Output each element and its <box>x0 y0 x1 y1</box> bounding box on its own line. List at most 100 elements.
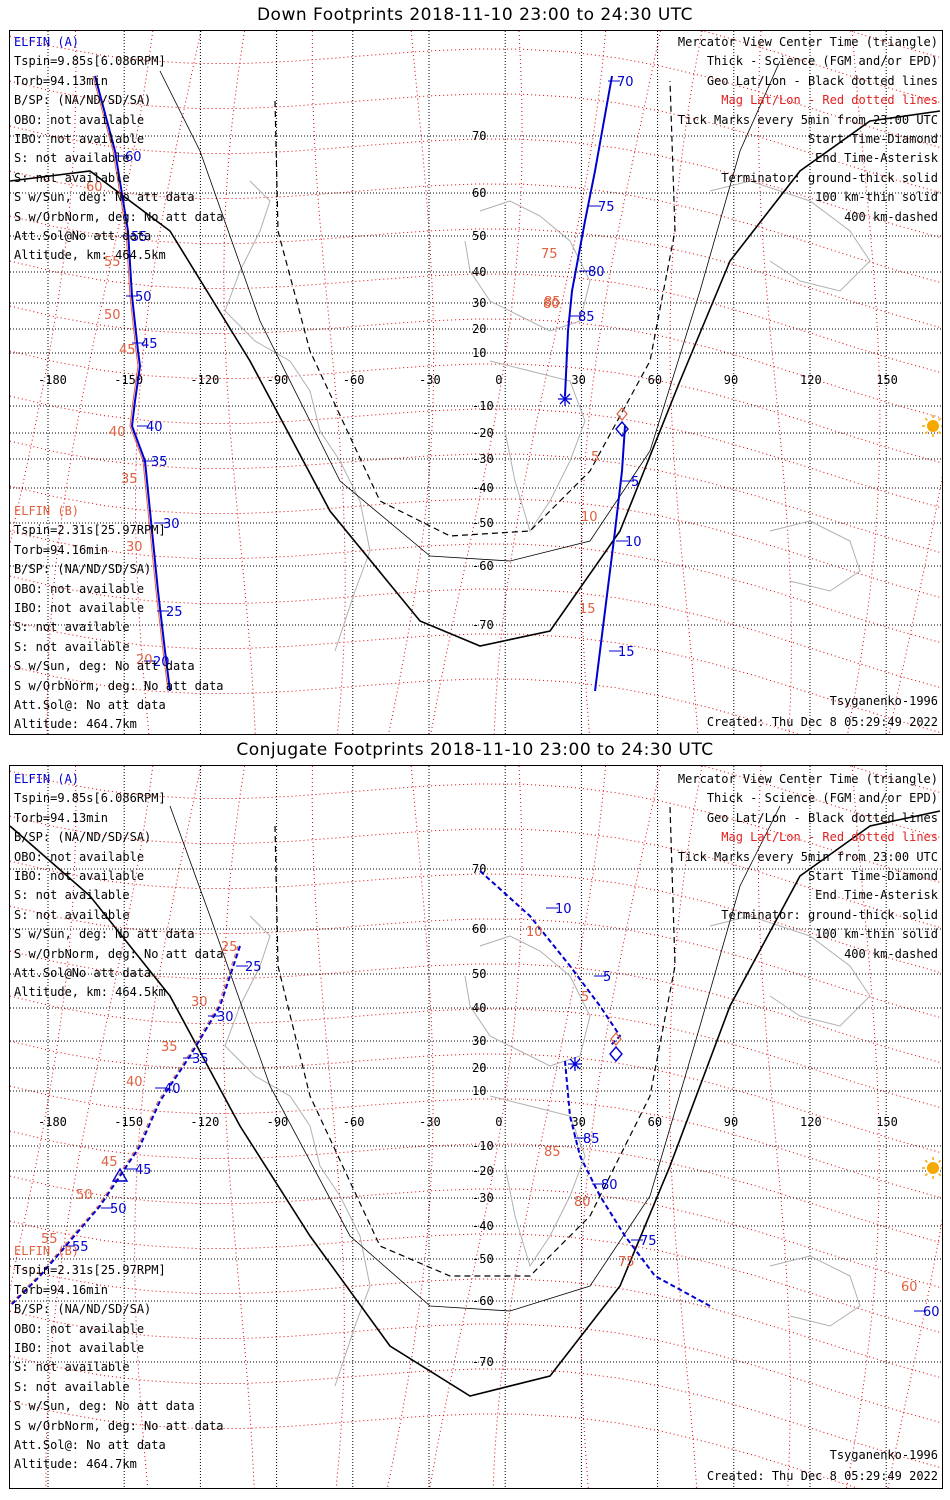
info-line: B/SP: (NA/ND/SD/SA) <box>14 93 152 108</box>
lon-label: 60 <box>648 373 662 387</box>
track-b-tick-label: 70 <box>617 75 634 90</box>
info-line: S: not available <box>14 151 130 166</box>
lon-label: -90 <box>267 1115 289 1129</box>
track-a-tick-label: 20 <box>153 655 170 670</box>
lat-label: -10 <box>472 1139 494 1153</box>
track-b-tick-label: 80 <box>588 265 605 280</box>
lat-label: -20 <box>472 426 494 440</box>
lat-label: 50 <box>472 229 486 243</box>
mag-lat-line <box>10 350 942 464</box>
mag-lon-line <box>311 766 345 1488</box>
elfin-a-track <box>94 75 171 692</box>
mag-lat-line <box>10 260 942 374</box>
track-b-mag-tick-label: 80 <box>543 297 560 312</box>
elfin-b-track <box>479 870 622 1047</box>
info-line: Torb=94.16min <box>14 1282 108 1297</box>
track-a-mag-tick-label: 40 <box>126 1075 143 1090</box>
mag-lon-line <box>847 31 881 734</box>
info-line: S w/OrbNorm, deg: No att data <box>14 209 224 224</box>
mag-lon-line <box>846 766 880 1488</box>
mag-lat-line <box>10 995 942 1109</box>
mag-lat-line <box>10 1085 942 1199</box>
info-line: Tspin=9.85s[6.086RPM] <box>14 791 166 806</box>
info-line: IBO: not available <box>14 868 145 883</box>
info-line: OBO: not available <box>14 581 145 596</box>
lat-label: 10 <box>472 1084 486 1098</box>
coastline <box>709 180 871 292</box>
mag-lon-line <box>430 31 523 734</box>
track-a-tick-label: 30 <box>163 517 180 532</box>
lon-label: -150 <box>114 1115 143 1129</box>
lat-label: 60 <box>472 922 486 936</box>
track-a-tick-label: 50 <box>135 290 152 305</box>
info-line: Tspin=9.85s[6.086RPM] <box>14 54 166 69</box>
info-line: OBO: not available <box>14 1321 145 1336</box>
sun-icon <box>927 1162 939 1174</box>
terminator-400km <box>274 805 676 1277</box>
lat-label: -60 <box>472 1294 494 1308</box>
track-a-tick-label: 35 <box>192 1052 209 1067</box>
lat-label: -50 <box>472 1252 494 1266</box>
info-line: Altitude: 464.7km <box>14 717 137 732</box>
start-diamond-mag-marker <box>610 1032 622 1046</box>
mag-lat-line <box>10 815 942 929</box>
terminator-ground <box>10 110 941 647</box>
track-a-mag-tick-label: 30 <box>126 540 143 555</box>
info-line: B/SP: (NA/ND/SD/SA) <box>14 830 152 845</box>
lat-label: 10 <box>472 346 486 360</box>
sun-ray <box>938 1173 942 1177</box>
info-line: S w/Sun, deg: No att data <box>14 927 195 942</box>
track-b-mag-tick-label: 10 <box>581 510 598 525</box>
legend-line: Terminator: ground-thick solid <box>721 907 938 922</box>
legend-line: Terminator: ground-thick solid <box>721 170 938 185</box>
track-a-mag-tick-label: 50 <box>104 308 121 323</box>
lat-label: -10 <box>472 399 494 413</box>
sun-ray <box>938 1159 942 1163</box>
info-line: B/SP: (NA/ND/SD/SA) <box>14 1302 152 1317</box>
mag-lon-line <box>493 31 607 734</box>
lon-label: -180 <box>38 1115 67 1129</box>
track-a-mag-tick-label: 20 <box>136 653 153 668</box>
coastline <box>464 935 591 1067</box>
track-a-tick-label: 45 <box>135 1163 152 1178</box>
info-line: Altitude, km: 464.5km <box>14 985 166 1000</box>
lon-label: -120 <box>190 373 219 387</box>
track-a-mag-tick-label: 55 <box>104 255 121 270</box>
track-b-mag-tick-label: 10 <box>526 925 543 940</box>
info-line: Tspin=2.31s[25.97RPM] <box>14 1263 166 1278</box>
lat-label: 30 <box>472 296 486 310</box>
mag-lat-line <box>10 905 942 1019</box>
lon-label: -60 <box>343 1115 365 1129</box>
lat-label: 60 <box>472 186 486 200</box>
track-a-tick-label: 55 <box>72 1240 89 1255</box>
mag-lat-line <box>10 665 800 734</box>
mag-lat-line <box>10 1175 942 1289</box>
info-line: S: not available <box>14 888 130 903</box>
elfin-b-info: ELFIN (B) Tspin=2.31s[25.97RPM] Torb=94.… <box>14 502 224 734</box>
track-a-tick-label: 25 <box>245 960 262 975</box>
mag-lat-line <box>10 530 942 644</box>
mag-lon-line <box>222 766 255 1488</box>
mag-lat-line <box>10 1310 942 1424</box>
info-line: S w/Sun, deg: No att data <box>14 659 195 674</box>
info-line: Torb=94.16min <box>14 542 108 557</box>
info-line: IBO: not available <box>14 131 145 146</box>
lat-label: 20 <box>472 322 486 336</box>
mag-lat-line <box>10 305 942 419</box>
info-line: S: not available <box>14 907 130 922</box>
mag-lon-line <box>388 31 435 734</box>
info-line: IBO: not available <box>14 600 145 615</box>
mag-lon-line <box>387 766 434 1488</box>
legend-line: Thick - Science (FGM and/or EPD) <box>706 54 938 69</box>
track-a-mag-tick-label: 45 <box>101 1155 118 1170</box>
info-line: S w/Sun, deg: No att data <box>14 1399 195 1414</box>
track-a-tick-label: 55 <box>131 230 148 245</box>
elfin-b-track <box>564 75 613 397</box>
lon-label: 90 <box>724 1115 738 1129</box>
info-line: Torb=94.13min <box>14 73 108 88</box>
lon-label: -30 <box>419 373 441 387</box>
track-a-mag-tick-label: 30 <box>191 995 208 1010</box>
conjugate-footprints-map: -180-150-120-90-60-300306090120150180706… <box>9 765 943 1489</box>
legend-line: Start Time-Diamond <box>807 131 938 146</box>
mag-lon-line <box>135 31 202 734</box>
